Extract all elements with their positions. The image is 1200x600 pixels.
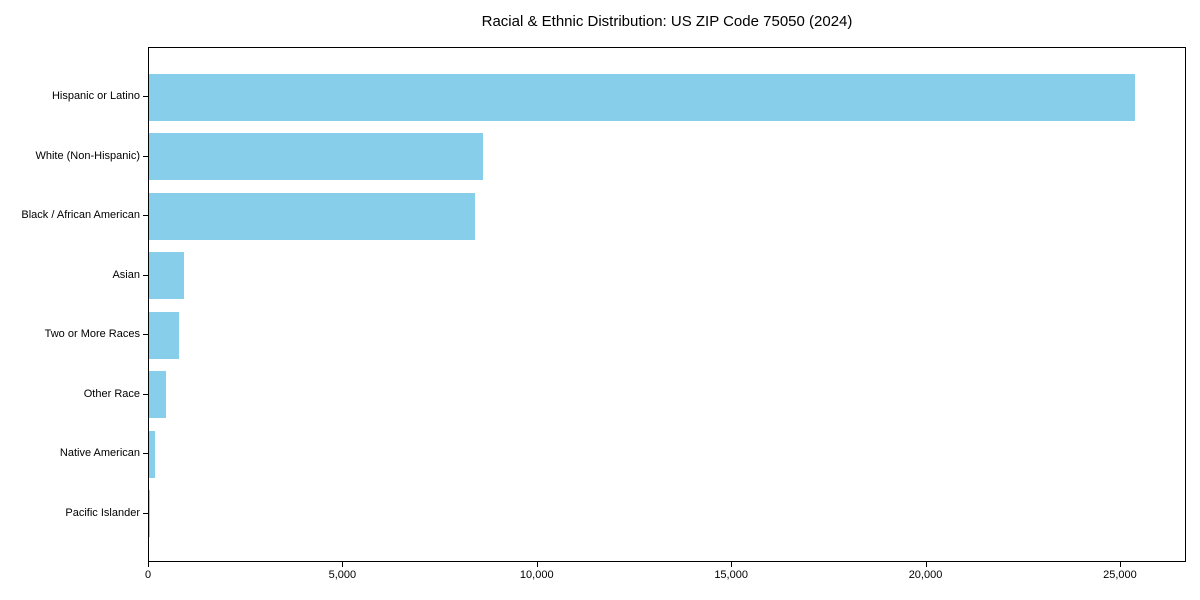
bar-row-other-race — [149, 365, 1185, 425]
y-axis-label-white-non-hispanic: White (Non-Hispanic) — [35, 149, 140, 162]
y-axis-label-hispanic-or-latino: Hispanic or Latino — [51, 90, 140, 103]
y-axis-tick — [143, 155, 148, 157]
x-axis-tick-label: 0 — [144, 569, 152, 581]
y-axis-label-pacific-islander: Pacific Islander — [65, 506, 140, 519]
y-axis-label-asian: Asian — [112, 268, 140, 281]
bar-row-asian — [149, 246, 1185, 306]
x-axis-tick — [342, 562, 344, 567]
x-axis-tick — [731, 562, 733, 567]
x-axis-tick-label: 5,000 — [328, 569, 357, 581]
bar-row-white-non-hispanic — [149, 127, 1185, 187]
y-axis-tick — [143, 334, 148, 336]
y-axis-tick — [143, 96, 148, 98]
plot-area — [148, 47, 1186, 562]
bar-asian — [149, 252, 184, 300]
x-axis-tick-label: 25,000 — [1103, 569, 1137, 581]
x-axis-tick — [148, 562, 149, 567]
x-axis-tick — [536, 562, 538, 567]
bar-pacific-islander — [149, 490, 150, 538]
y-axis-label-two-or-more-races: Two or More Races — [44, 328, 140, 341]
bar-black-african-american — [149, 192, 475, 240]
y-axis-label-other-race: Other Race — [83, 387, 140, 400]
bar-row-black-african-american — [149, 187, 1185, 247]
x-axis-tick-label: 10,000 — [519, 569, 554, 581]
bar-native-american — [149, 430, 156, 478]
bar-row-pacific-islander — [149, 484, 1185, 544]
y-axis-tick — [143, 512, 148, 514]
chart-title: Racial & Ethnic Distribution: US ZIP Cod… — [481, 13, 853, 30]
bar-row-native-american — [149, 425, 1185, 485]
x-axis-tick — [925, 562, 927, 567]
x-axis-tick-label: 20,000 — [908, 569, 943, 581]
bar-hispanic-or-latino — [149, 73, 1135, 121]
bar-white-non-hispanic — [149, 133, 483, 181]
y-axis-label-black-african-american: Black / African American — [21, 209, 140, 222]
y-axis-tick — [143, 274, 148, 276]
y-axis-tick — [143, 453, 148, 455]
x-axis-tick-label: 15,000 — [714, 569, 748, 581]
bar-row-two-or-more-races — [149, 306, 1185, 366]
y-axis-tick — [143, 393, 148, 395]
bar-row-hispanic-or-latino — [149, 68, 1185, 128]
y-axis-label-native-american: Native American — [59, 447, 140, 460]
x-axis-tick — [1119, 562, 1121, 567]
bar-two-or-more-races — [149, 311, 180, 359]
bar-other-race — [149, 371, 167, 419]
y-axis-tick — [143, 215, 148, 217]
